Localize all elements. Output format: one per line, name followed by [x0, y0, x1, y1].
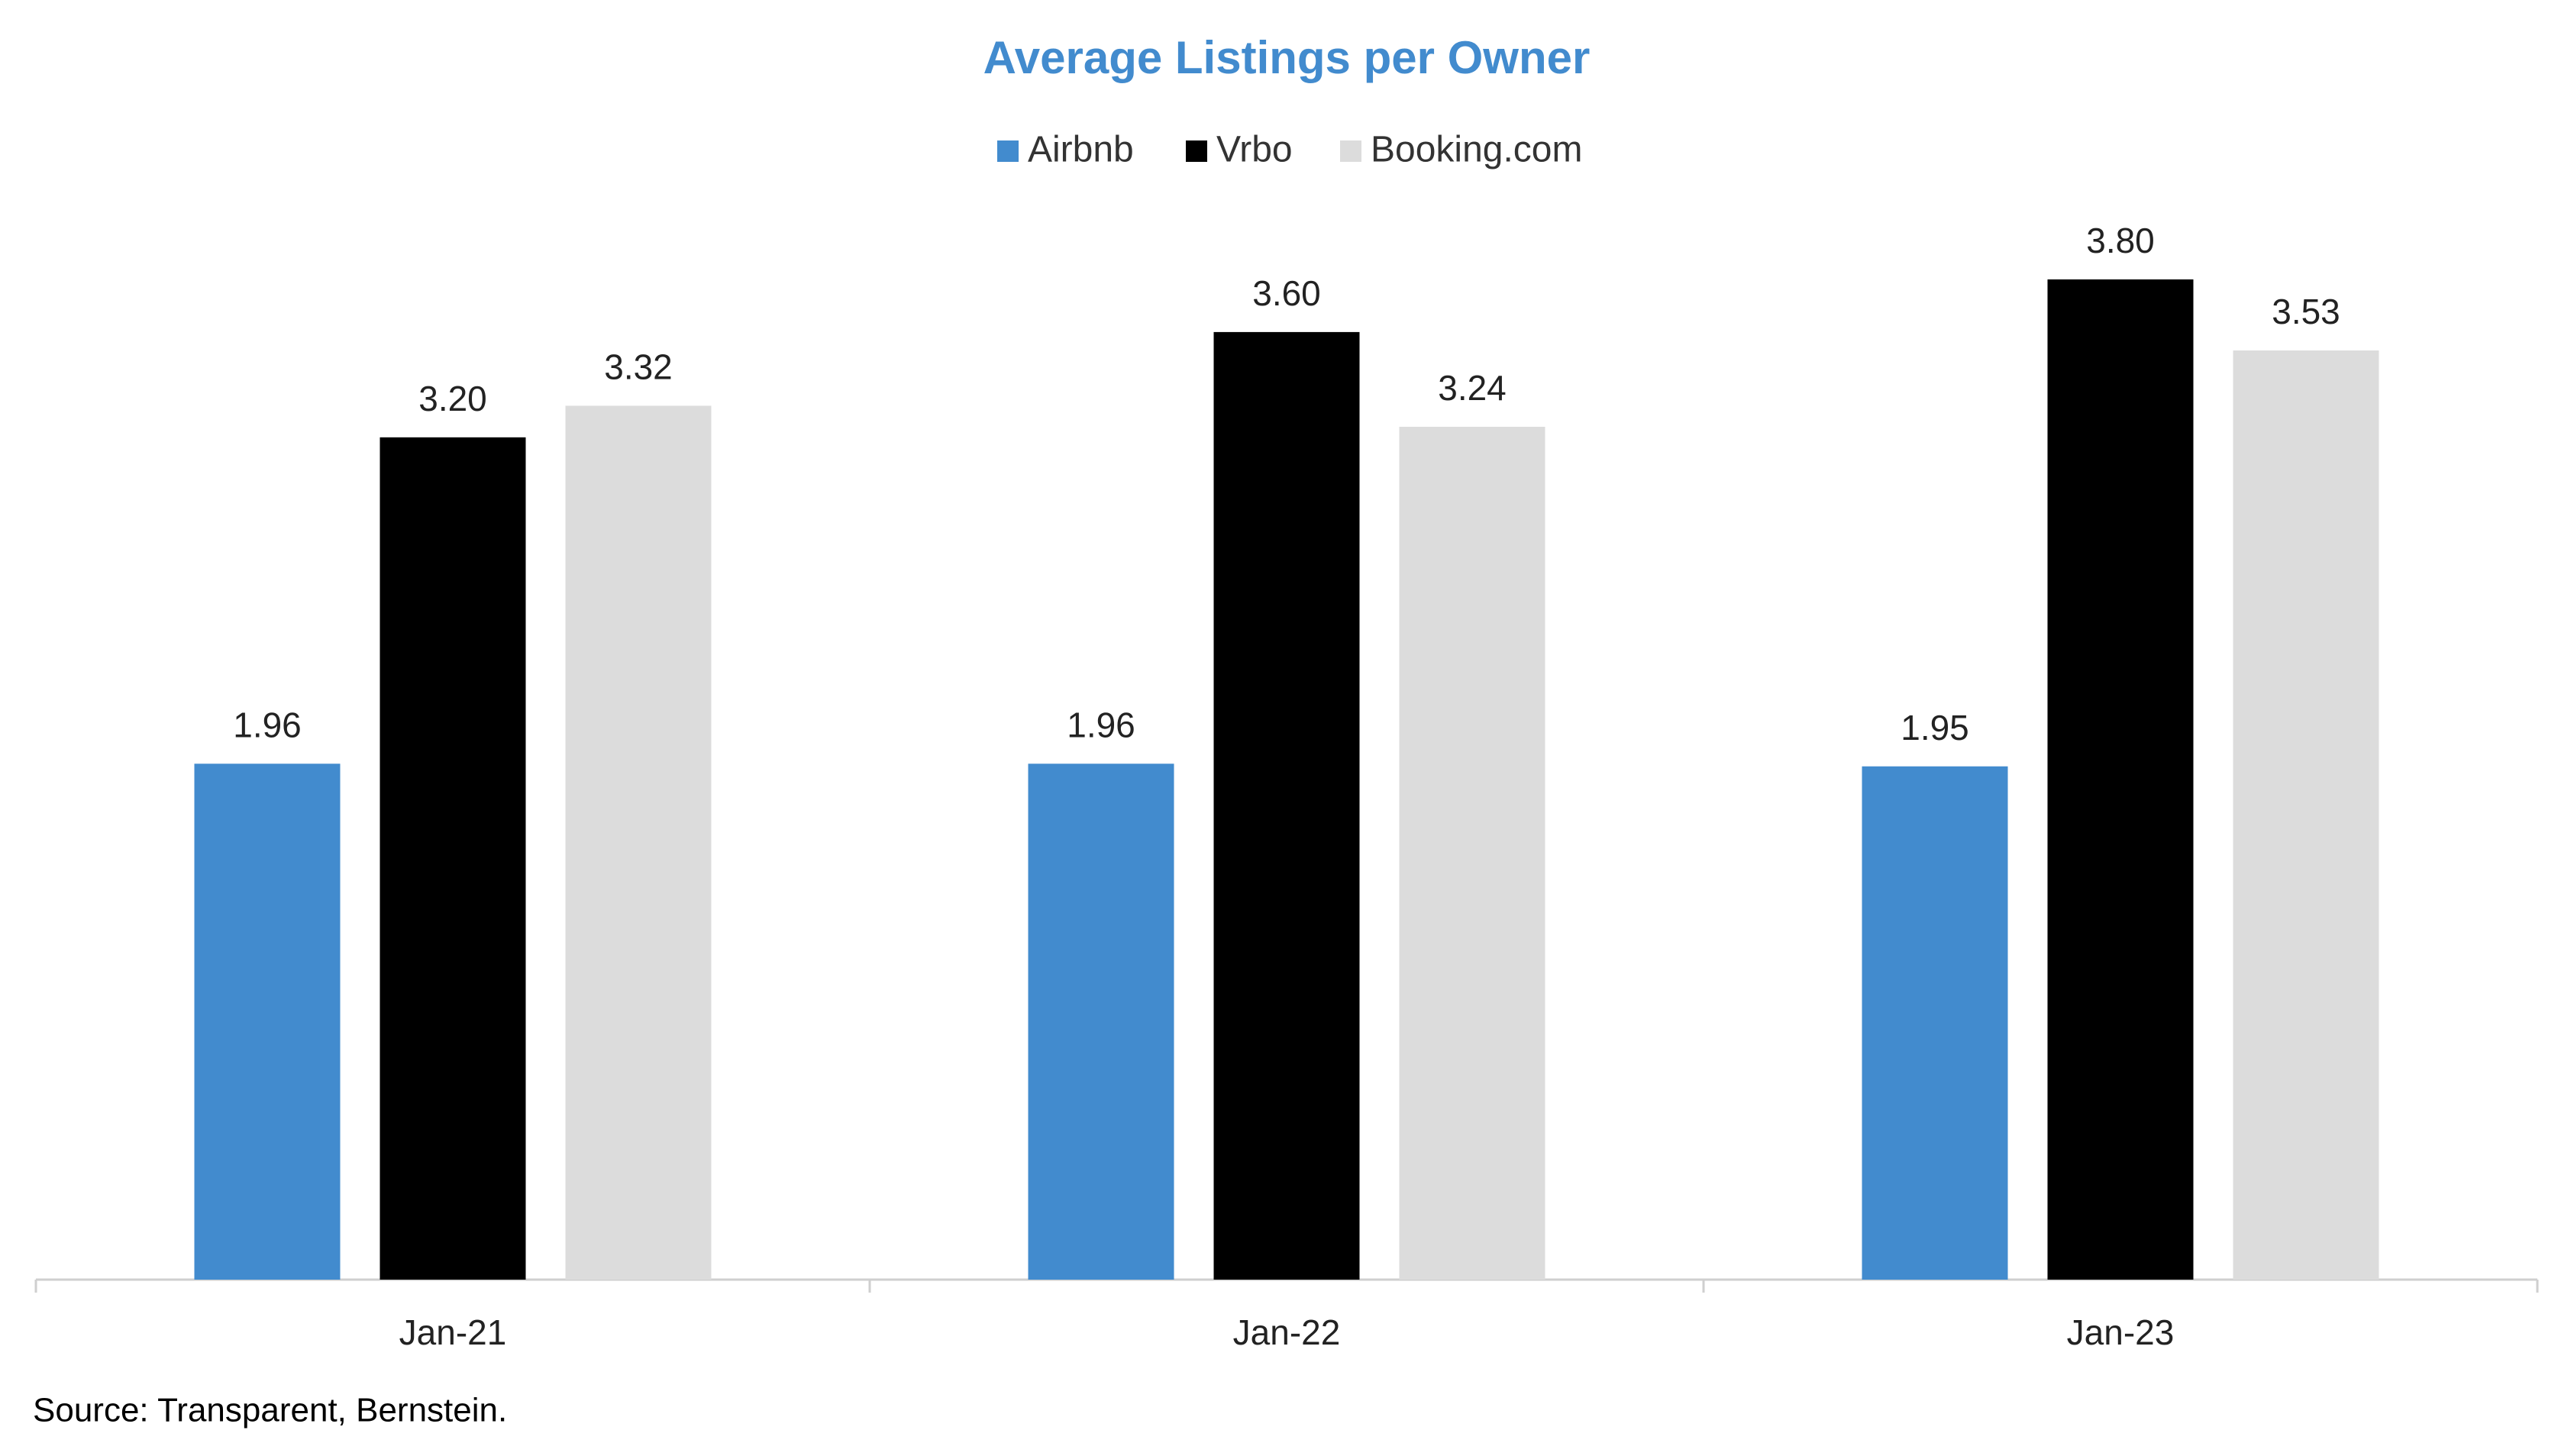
value-label: 3.60: [1252, 273, 1321, 313]
value-label: 1.96: [1067, 705, 1135, 744]
x-tick-label: Jan-23: [2067, 1312, 2175, 1352]
bar: [565, 405, 712, 1280]
value-label: 3.24: [1438, 368, 1507, 408]
value-label: 3.20: [418, 379, 487, 418]
bar: [1862, 766, 2008, 1280]
value-label: 1.95: [1901, 708, 1969, 747]
bar: [379, 437, 526, 1280]
bar: [1028, 764, 1174, 1280]
value-label: 3.80: [2086, 221, 2155, 260]
bar: [2047, 279, 2194, 1280]
legend-swatch: [1340, 140, 1361, 162]
value-label: 3.53: [2272, 292, 2340, 331]
source-note: Source: Transparent, Bernstein.: [33, 1392, 507, 1429]
legend-label: Airbnb: [1028, 130, 1134, 170]
bar: [194, 764, 341, 1280]
legend-swatch: [997, 140, 1019, 162]
legend-swatch: [1186, 140, 1207, 162]
x-tick-label: Jan-21: [399, 1312, 507, 1352]
value-label: 3.32: [604, 347, 673, 387]
legend-label: Vrbo: [1216, 130, 1293, 170]
bar: [1213, 331, 1360, 1280]
legend-label: Booking.com: [1371, 130, 1582, 170]
bar: [1399, 427, 1545, 1280]
bar: [2233, 350, 2379, 1280]
value-label: 1.96: [233, 705, 302, 744]
chart-title: Average Listings per Owner: [983, 32, 1591, 83]
x-tick-label: Jan-22: [1233, 1312, 1341, 1352]
